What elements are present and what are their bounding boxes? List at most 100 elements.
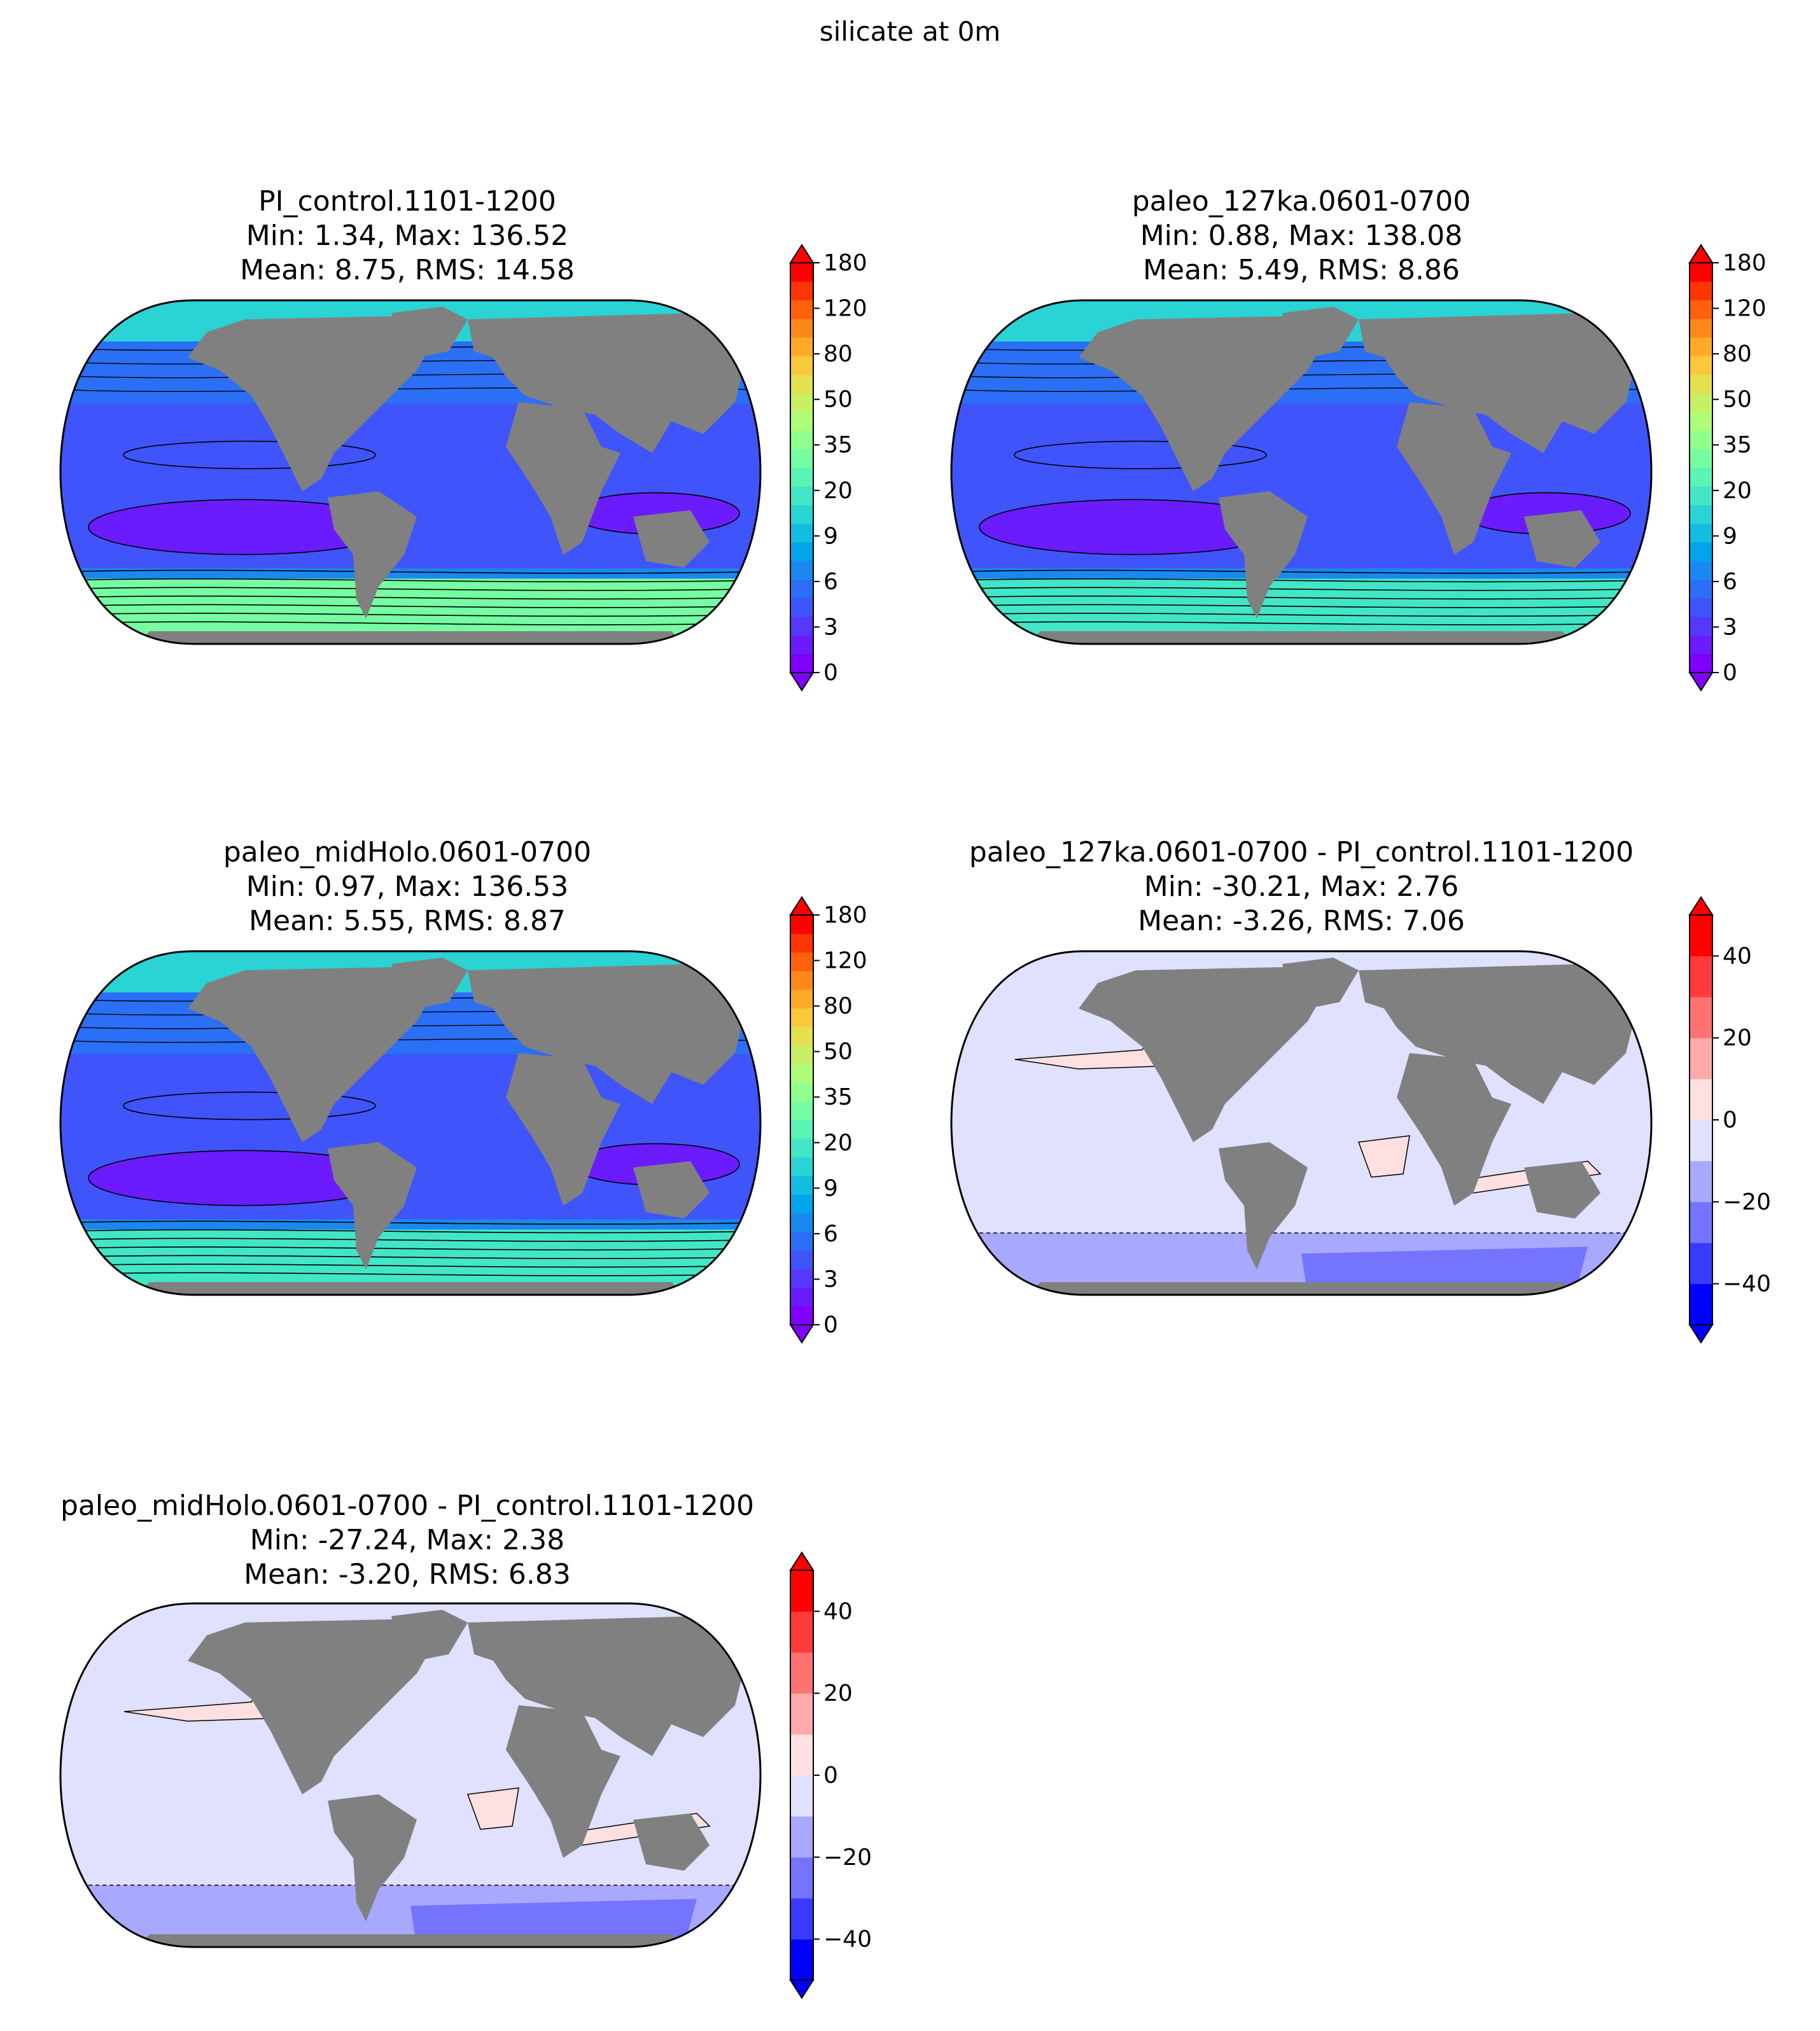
colorbar-tick-label: 120: [823, 296, 867, 322]
colorbar-segment: [790, 393, 813, 412]
panel-stats-line: Min: -30.21, Max: 2.76: [1144, 870, 1459, 903]
colorbar-segment: [1690, 374, 1712, 394]
contour-line: [951, 346, 1651, 351]
map-boundary: [59, 1602, 762, 1948]
colorbar-segment: [790, 374, 813, 394]
colorbar-tick-label: 9: [823, 1175, 838, 1201]
colorbar-tick-label: 3: [823, 1266, 838, 1292]
colorbar-segment: [1690, 915, 1712, 956]
land-eurasia: [1359, 964, 1639, 1104]
colorbar-tick-label: 40: [823, 1598, 853, 1624]
southern-ocean-band: [951, 578, 1651, 644]
panel-stats-line: Min: -27.24, Max: 2.38: [249, 1524, 565, 1556]
colorbar-segment: [790, 505, 813, 524]
contour-line: [951, 621, 1651, 625]
contour-line: [951, 578, 1651, 583]
colorbar-segment: [790, 617, 813, 636]
panel-title: PI_control.1101-1200 Min: 1.34, Max: 136.…: [0, 185, 916, 288]
colorbar-segment: [790, 1175, 813, 1195]
colorbar-segment: [790, 430, 813, 450]
colorbar-tick-label: 80: [1723, 341, 1752, 367]
land-greenland: [391, 1610, 468, 1661]
colorbar-tick-label: 180: [823, 902, 867, 928]
contour-line: [60, 1024, 760, 1029]
contour-line: [60, 1229, 760, 1234]
colorbar-segment: [790, 1898, 813, 1940]
figure-title: silicate at 0m: [819, 16, 1001, 47]
land-southAmerica: [328, 1794, 417, 1922]
map-fill: [951, 300, 1651, 644]
colorbar: 0 3 6 9 20 35 50 80 120 180: [789, 244, 867, 692]
colorbar-segment: [790, 1652, 813, 1694]
southern-ocean-strong-negative: [410, 1899, 697, 1947]
contour-line: [60, 997, 760, 1002]
colorbar-segment: [1690, 505, 1712, 524]
colorbar-extend-min: [1688, 672, 1714, 692]
colorbar-segment: [790, 318, 813, 338]
colorbar-segment: [790, 1816, 813, 1858]
contour-line: [88, 1150, 397, 1206]
colorbar-segment: [790, 412, 813, 431]
colorbar-segment: [1690, 1078, 1712, 1120]
colorbar-tick-label: 80: [823, 341, 853, 367]
colorbar-tick-label: −20: [823, 1845, 872, 1871]
map-plot: [59, 1602, 762, 1948]
colorbar-segment: [790, 1250, 813, 1269]
map-boundary: [59, 299, 762, 645]
colorbar-tick-label: 3: [1723, 614, 1737, 640]
colorbar-tick-label: 20: [1723, 478, 1752, 504]
colorbar-tick-label: 0: [823, 1312, 838, 1338]
colorbar-segment: [1690, 1243, 1712, 1285]
colorbar-segment: [1690, 430, 1712, 450]
colorbar-segment: [790, 1857, 813, 1899]
colorbar-segment: [790, 1008, 813, 1028]
colorbar: 0 3 6 9 20 35 50 80 120 180: [1688, 244, 1767, 692]
contour-line: [88, 499, 397, 555]
contour-line: [1014, 440, 1267, 470]
colorbar-tick-label: −40: [1723, 1271, 1771, 1297]
colorbar-tick-label: 40: [1723, 943, 1752, 969]
positive-anomaly-pacific: [123, 1663, 290, 1722]
colorbar-tick-label: 0: [823, 1762, 838, 1789]
colorbar-segment: [790, 542, 813, 561]
indian-gyre: [571, 1143, 739, 1185]
colorbar-segment: [790, 1231, 813, 1251]
north-subpolar-band: [60, 341, 760, 403]
map-fill: [60, 1603, 760, 1947]
colorbar-segment: [790, 1194, 813, 1213]
map-plot: [950, 950, 1653, 1296]
contour-line: [951, 587, 1651, 591]
panel-stats-line: Mean: -3.26, RMS: 7.06: [1138, 905, 1465, 937]
panel-title-text: paleo_127ka.0601-0700: [1131, 185, 1471, 218]
colorbar-segment: [790, 989, 813, 1009]
colorbar: −40 −20 0 20 40: [1688, 896, 1771, 1344]
colorbar-tick-label: 20: [823, 478, 853, 504]
colorbar-segment: [790, 1611, 813, 1653]
land-australia: [1524, 1161, 1600, 1218]
arctic-band: [60, 300, 760, 342]
contour-line: [60, 359, 760, 365]
land-australia: [1524, 510, 1600, 568]
colorbar-tick-label: 20: [823, 1130, 853, 1156]
map-boundary: [950, 950, 1653, 1296]
ocean-base: [951, 951, 1651, 1295]
colorbar: −40 −20 0 20 40: [789, 1551, 872, 1999]
colorbar-segment: [790, 1101, 813, 1120]
colorbar-segment: [790, 1734, 813, 1776]
land-africa: [506, 1705, 620, 1858]
colorbar-segment: [1690, 356, 1712, 375]
panel-title-text: paleo_127ka.0601-0700 - PI_control.1101-…: [969, 836, 1634, 869]
colorbar-tick-label: 20: [823, 1680, 853, 1706]
ocean-base: [60, 1603, 760, 1947]
panel-stats-line: Min: 0.88, Max: 138.08: [1140, 220, 1463, 252]
colorbar-tick-label: 20: [1723, 1025, 1752, 1051]
panel-stats-line: Min: 1.34, Max: 136.52: [246, 220, 569, 252]
colorbar-segment: [790, 579, 813, 599]
positive-anomaly-atlantic: [466, 1787, 519, 1830]
land-northAmerica: [188, 316, 442, 491]
contour-line: [951, 387, 1651, 392]
panel-title-text: PI_control.1101-1200: [258, 185, 556, 218]
colorbar-extend-min: [789, 672, 815, 692]
colorbar-tick-label: 6: [823, 569, 838, 595]
